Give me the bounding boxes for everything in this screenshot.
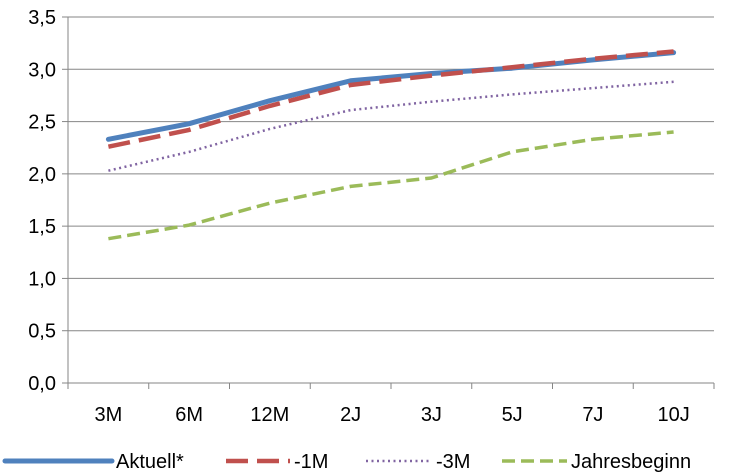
series-lines — [105, 49, 677, 241]
series-line-0 — [105, 50, 677, 142]
legend-label-0: Aktuell* — [116, 451, 184, 473]
y-tick-label: 1,5 — [28, 216, 56, 238]
y-tick-label: 2,0 — [28, 164, 56, 186]
x-tick-label: 6M — [175, 404, 203, 426]
tick-labels: 0,0 0,5 1,0 1,5 2,0 2,5 3,0 3,5 3M 6M 12M 2J 3J 5J 7J 1… — [28, 7, 690, 426]
x-tick-label: 5J — [502, 404, 523, 426]
x-tick-label: 12M — [250, 404, 289, 426]
x-tick-label: 2J — [340, 404, 361, 426]
legend-label-3: Jahresbeginn — [571, 451, 691, 473]
y-tick-label: 1,0 — [28, 268, 56, 290]
x-tick-label: 3J — [421, 404, 442, 426]
grid-lines — [68, 16, 714, 332]
series-line-2 — [108, 80, 674, 172]
x-tick-label: 7J — [582, 404, 603, 426]
y-tick-label: 3,5 — [28, 7, 56, 29]
x-tick-label: 3M — [94, 404, 122, 426]
x-tick-label: 10J — [658, 404, 690, 426]
y-tick-label: 3,0 — [28, 59, 56, 81]
y-tick-label: 0,0 — [28, 373, 56, 395]
axes — [62, 16, 715, 389]
y-tick-label: 2,5 — [28, 112, 56, 134]
series-line-1 — [107, 49, 674, 149]
series-line-3 — [108, 130, 674, 241]
legend-label-1: -1M — [294, 451, 328, 473]
legend: Aktuell* -1M -3M Jahresbeginn — [2, 451, 691, 473]
legend-label-2: -3M — [436, 451, 470, 473]
y-tick-label: 0,5 — [28, 321, 56, 343]
